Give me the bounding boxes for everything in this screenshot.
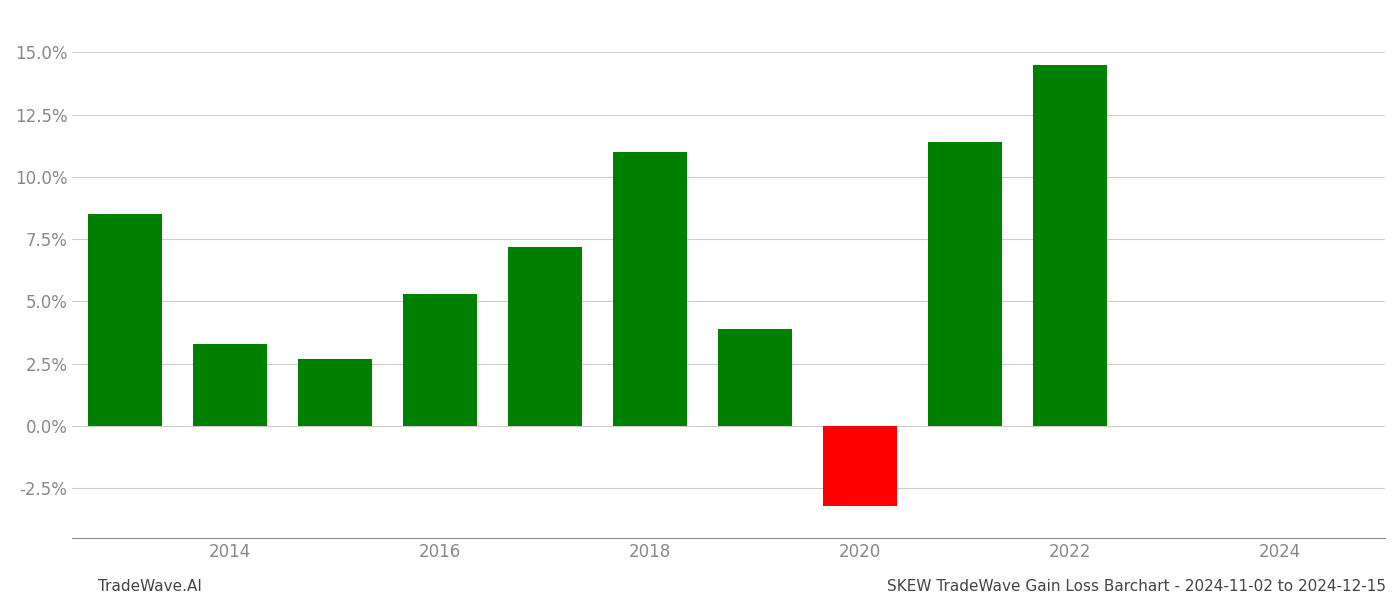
Bar — [88, 214, 162, 426]
Bar — [1033, 65, 1107, 426]
Text: SKEW TradeWave Gain Loss Barchart - 2024-11-02 to 2024-12-15: SKEW TradeWave Gain Loss Barchart - 2024… — [888, 579, 1386, 594]
Bar — [718, 329, 792, 426]
Bar — [613, 152, 687, 426]
Bar — [823, 426, 897, 506]
Bar — [403, 294, 477, 426]
Text: TradeWave.AI: TradeWave.AI — [98, 579, 202, 594]
Bar — [298, 359, 372, 426]
Bar — [193, 344, 267, 426]
Bar — [928, 142, 1002, 426]
Bar — [508, 247, 582, 426]
